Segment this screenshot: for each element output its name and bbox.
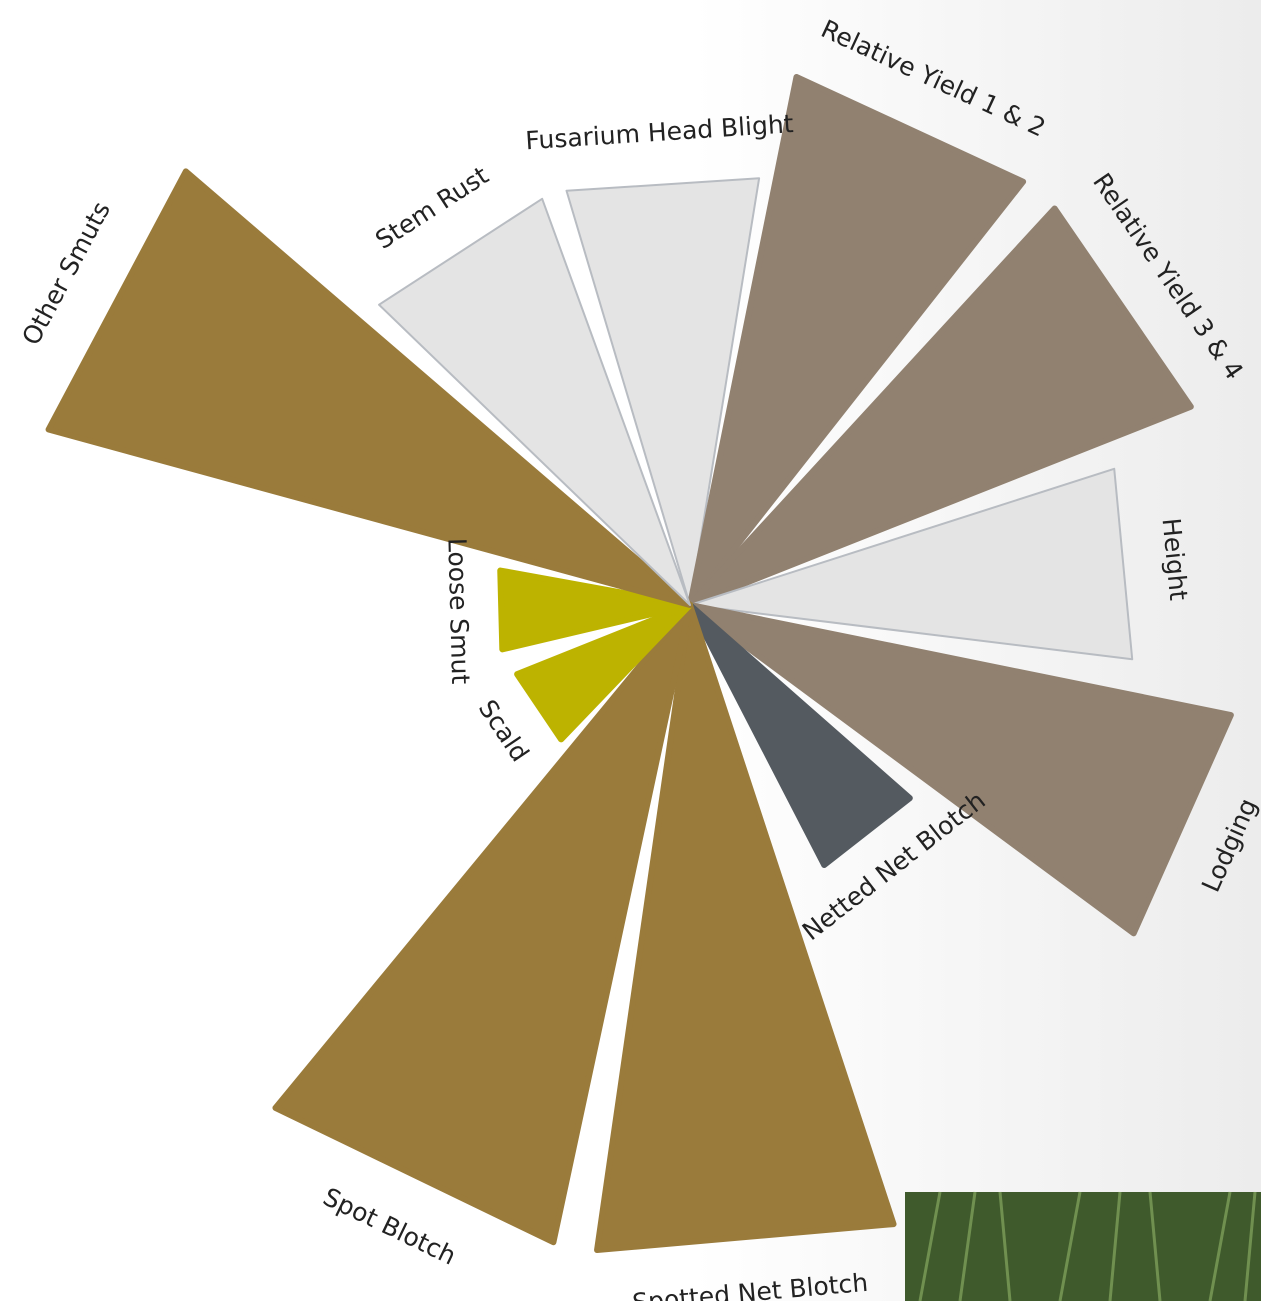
wedge bbox=[514, 602, 693, 743]
wedge bbox=[689, 467, 1134, 661]
wedge bbox=[45, 168, 693, 608]
wedge bbox=[272, 602, 693, 1246]
wedge bbox=[687, 602, 1234, 937]
wedge bbox=[687, 73, 1027, 608]
wedge-label: Loose Smut bbox=[442, 538, 475, 685]
wedge bbox=[565, 177, 761, 606]
wedges bbox=[45, 73, 1234, 1254]
wedge bbox=[378, 197, 691, 606]
wedge bbox=[687, 602, 913, 869]
wedge bbox=[687, 205, 1194, 608]
photo bbox=[905, 1191, 1261, 1302]
wedge bbox=[594, 602, 897, 1254]
wedge bbox=[497, 567, 693, 653]
